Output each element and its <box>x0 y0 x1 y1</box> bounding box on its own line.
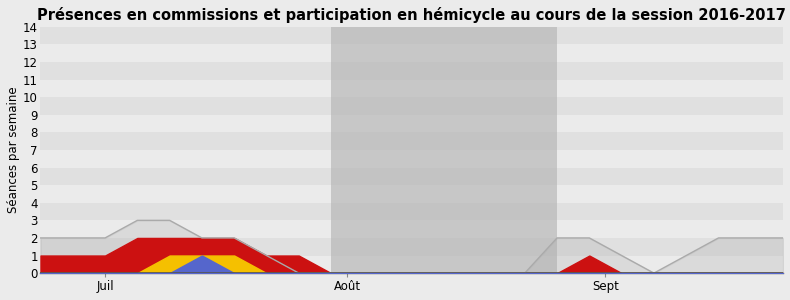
Bar <box>40 115 783 132</box>
Bar <box>40 256 783 273</box>
Bar <box>40 203 783 220</box>
Bar <box>40 185 783 203</box>
Bar <box>40 168 783 185</box>
Bar <box>40 80 783 97</box>
Bar <box>40 62 783 80</box>
Bar <box>40 27 783 44</box>
Y-axis label: Séances par semaine: Séances par semaine <box>7 87 20 213</box>
Bar <box>331 27 557 273</box>
Bar <box>40 132 783 150</box>
Bar <box>40 238 783 256</box>
Bar <box>40 220 783 238</box>
Bar <box>40 44 783 62</box>
Bar <box>40 97 783 115</box>
Title: Présences en commissions et participation en hémicycle au cours de la session 20: Présences en commissions et participatio… <box>37 7 786 23</box>
Bar <box>40 150 783 168</box>
